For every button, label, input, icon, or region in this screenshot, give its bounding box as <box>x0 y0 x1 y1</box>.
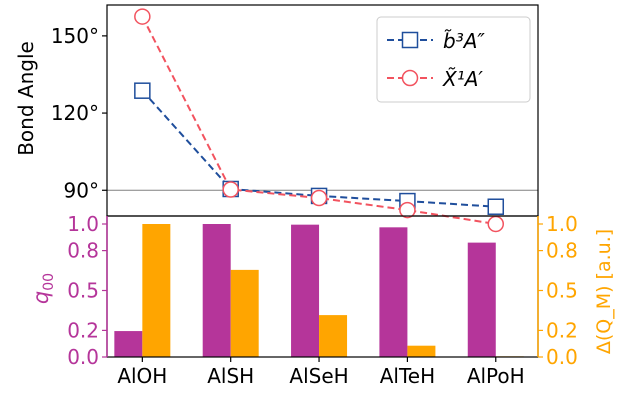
circle-marker <box>134 8 151 25</box>
square-marker <box>487 198 505 215</box>
xtick-label: AlOH <box>117 364 167 388</box>
square-marker <box>134 82 151 99</box>
right-ytick-label: 0.0 <box>546 345 578 369</box>
circle-marker <box>399 201 416 219</box>
delta-bar <box>142 224 171 357</box>
legend-label-0: b̃³A″ <box>443 29 485 53</box>
right-ytick-label: 0.2 <box>546 318 578 342</box>
top-ytick-label: 150° <box>51 24 99 48</box>
top-ytick-label: 120° <box>51 101 99 125</box>
left-ytick-label: 0.5 <box>67 279 99 303</box>
xtick-label: AlPoH <box>467 364 525 388</box>
legend: b̃³A″ X̃¹A′ <box>376 16 531 103</box>
q00-bar <box>202 224 231 357</box>
circle-marker <box>222 181 239 198</box>
xtick-label: AlTeH <box>380 364 435 388</box>
top-ylabel: Bond Angle <box>14 41 38 156</box>
left-ytick-label: 0.8 <box>67 239 99 263</box>
q00-bar <box>467 242 496 357</box>
left-ytick-label: 1.0 <box>67 212 99 236</box>
left-ytick-label: 0.2 <box>67 318 99 342</box>
circle-marker <box>487 215 505 233</box>
q00-bar <box>291 224 320 357</box>
legend-circle-marker <box>401 69 419 87</box>
delta-bar <box>230 269 259 357</box>
circle-marker <box>310 189 328 207</box>
delta-bar <box>407 345 436 357</box>
q00-bar <box>114 331 143 357</box>
q00-bar <box>379 227 408 357</box>
xtick-label: AlSeH <box>289 364 348 388</box>
bottom-ylabel-left: q00 <box>29 273 57 304</box>
right-ytick-label: 0.8 <box>546 239 578 263</box>
legend-label-1: X̃¹A′ <box>442 67 483 91</box>
left-ytick-label: 0.0 <box>67 345 99 369</box>
series-line-1 <box>141 16 496 225</box>
right-ytick-label: 1.0 <box>546 212 578 236</box>
bottom-ylabel-right: Δ(Q_M) [a.u.] <box>593 229 615 354</box>
delta-bar <box>319 315 348 357</box>
xtick-label: AlSH <box>207 364 254 388</box>
top-ytick-label: 90° <box>64 178 99 202</box>
right-ytick-label: 0.5 <box>546 279 578 303</box>
legend-square-marker <box>401 31 419 49</box>
